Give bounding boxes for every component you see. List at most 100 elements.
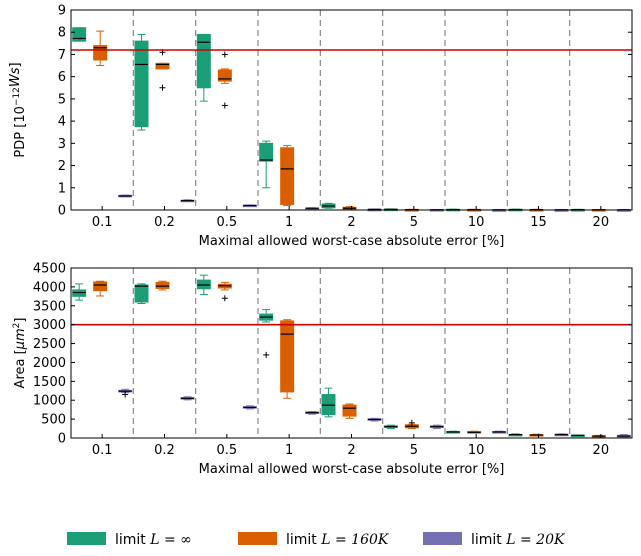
y-tick-label: 3 — [58, 137, 66, 152]
x-tick-label: 0.1 — [92, 443, 113, 458]
x-tick-label: 15 — [530, 215, 547, 230]
box-inf-0.2 — [134, 33, 149, 131]
box-k20-0.5 — [242, 204, 257, 208]
box-inf-0.5 — [196, 33, 211, 102]
y-tick-label: 2 — [58, 159, 66, 174]
outlier-marker — [221, 51, 228, 58]
x-tick-label: 20 — [593, 443, 610, 458]
legend-swatch — [423, 532, 462, 545]
y-tick-label: 0 — [58, 432, 66, 447]
y-tick-label: 8 — [58, 26, 66, 41]
box-k160-1 — [280, 319, 295, 399]
box-inf-1 — [259, 309, 274, 358]
x-tick-label: 10 — [468, 215, 485, 230]
box-iqr — [280, 320, 295, 393]
box-k20-0.1 — [118, 388, 133, 398]
y-tick-label: 4000 — [33, 280, 66, 295]
x-tick-label: 0.1 — [92, 215, 113, 230]
y-tick-label: 5 — [58, 92, 66, 107]
outlier-marker — [221, 295, 228, 302]
x-tick-label: 15 — [530, 443, 547, 458]
x-tick-label: 2 — [347, 215, 355, 230]
x-tick-label: 1 — [285, 215, 293, 230]
legend-swatch — [67, 532, 106, 545]
box-k20-0.2 — [180, 396, 195, 401]
box-inf-1 — [259, 140, 274, 189]
x-tick-label: 0.2 — [154, 215, 175, 230]
outlier-marker — [263, 351, 270, 358]
box-iqr — [196, 33, 211, 89]
y-axis-label: PDP [10−12Ws] — [8, 62, 28, 157]
box-k20-10 — [492, 430, 507, 434]
box-k160-15 — [529, 433, 544, 437]
box-k160-2 — [342, 403, 357, 419]
x-axis-label: Maximal allowed worst-case absolute erro… — [199, 234, 505, 249]
y-tick-label: 9 — [58, 4, 66, 19]
pdp-panel: 0 1 2 3 4 5 6 7 8 9 0.1 0.2 0.5 1 2 5 10 15 20 Maximal allo… — [8, 4, 633, 249]
box-k160-10 — [467, 430, 482, 434]
box-k20-0.2 — [180, 199, 195, 203]
x-tick-label: 1 — [285, 443, 293, 458]
box-inf-0.1 — [72, 283, 87, 301]
legend-label: limit L = 20K — [471, 532, 566, 548]
box-k20-5 — [429, 424, 444, 430]
y-tick-label: 1500 — [33, 375, 66, 390]
box-k160-0.1 — [93, 280, 108, 297]
y-tick-label: 1000 — [33, 394, 66, 409]
box-inf-0.2 — [134, 283, 149, 305]
legend: limit L = ∞ limit L = 160K limit L = 20K — [67, 532, 566, 548]
box-inf-10 — [446, 430, 461, 434]
y-tick-label: 2000 — [33, 356, 66, 371]
box-iqr — [93, 45, 108, 61]
box-inf-2 — [321, 387, 336, 418]
x-axis-label: Maximal allowed worst-case absolute erro… — [199, 462, 505, 477]
legend-swatch — [238, 532, 277, 545]
box-k20-20 — [616, 434, 631, 439]
box-inf-5 — [383, 424, 398, 430]
box-iqr — [134, 40, 149, 128]
box-inf-0.5 — [196, 274, 211, 295]
x-tick-label: 0.5 — [216, 443, 237, 458]
box-iqr — [155, 281, 170, 289]
y-tick-label: 4500 — [33, 262, 66, 277]
y-tick-label: 500 — [41, 413, 66, 428]
box-iqr — [155, 62, 170, 70]
box-k20-0.1 — [118, 194, 133, 198]
y-tick-label: 3500 — [33, 299, 66, 314]
box-k160-0.2 — [155, 280, 170, 291]
box-inf-0.1 — [72, 27, 87, 42]
box-iqr — [72, 27, 87, 42]
y-tick-label: 4 — [58, 115, 66, 130]
box-iqr — [217, 69, 232, 82]
box-k20-1 — [305, 207, 320, 210]
box-k20-15 — [554, 433, 569, 437]
area-panel: 0 500 1000 1500 2000 2500 3000 3500 4000 4500 0.1 0… — [12, 262, 633, 477]
box-k160-0.5 — [217, 51, 232, 109]
x-tick-label: 0.2 — [154, 443, 175, 458]
legend-entry-k20: limit L = 20K — [423, 532, 566, 548]
box-inf-2 — [321, 202, 336, 209]
y-tick-label: 6 — [58, 70, 66, 85]
box-iqr — [280, 147, 295, 205]
box-k20-0.5 — [242, 405, 257, 410]
box-k160-2 — [342, 206, 357, 211]
box-iqr — [259, 142, 274, 162]
box-iqr — [342, 404, 357, 417]
box-k160-0.5 — [217, 281, 232, 302]
outlier-marker — [408, 419, 415, 426]
box-inf-15 — [508, 433, 523, 437]
x-tick-label: 10 — [468, 443, 485, 458]
legend-label: limit L = ∞ — [115, 532, 192, 548]
box-k160-0.1 — [93, 30, 108, 67]
box-k160-20 — [591, 434, 606, 438]
legend-entry-inf: limit L = ∞ — [67, 532, 192, 548]
box-inf-20 — [570, 434, 585, 438]
legend-entry-k160: limit L = 160K — [238, 532, 390, 548]
box-k160-0.2 — [155, 49, 170, 91]
y-tick-label: 0 — [58, 204, 66, 219]
y-tick-label: 3000 — [33, 318, 66, 333]
legend-label: limit L = 160K — [286, 532, 390, 548]
box-iqr — [93, 281, 108, 292]
y-tick-label: 1 — [58, 181, 66, 196]
